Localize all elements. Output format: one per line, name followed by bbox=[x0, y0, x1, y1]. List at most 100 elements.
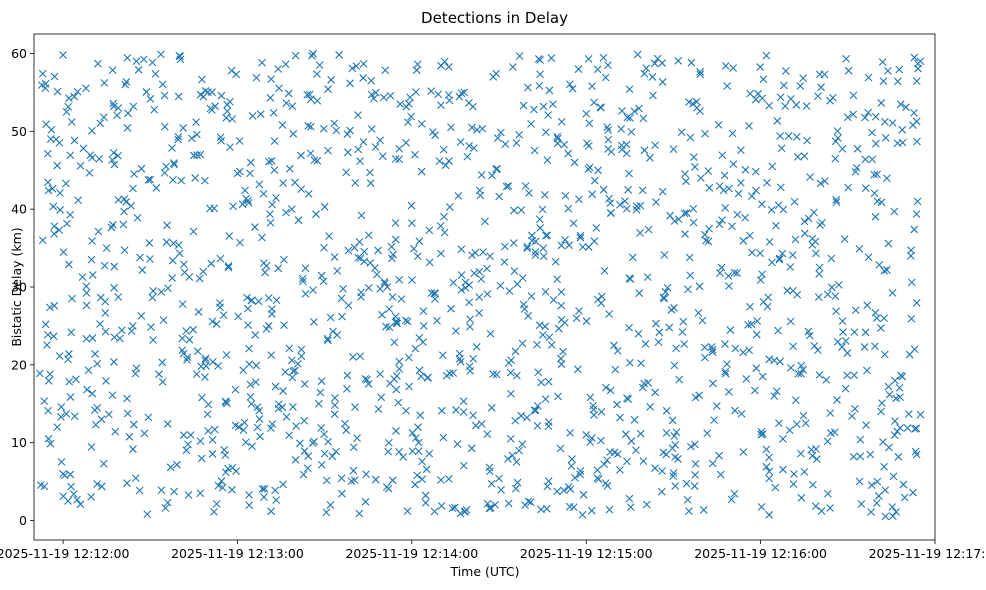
data-point-581 bbox=[860, 343, 869, 351]
data-point-1454 bbox=[544, 418, 553, 427]
data-point-1096 bbox=[799, 411, 808, 420]
data-point-57 bbox=[256, 110, 265, 119]
data-point-912 bbox=[593, 466, 602, 475]
data-point-607 bbox=[807, 445, 816, 454]
data-point-1058 bbox=[543, 231, 552, 240]
data-point-630 bbox=[721, 367, 730, 376]
data-point-1180 bbox=[246, 380, 255, 389]
data-point-546 bbox=[306, 122, 315, 131]
data-point-372 bbox=[671, 482, 680, 490]
data-point-369 bbox=[192, 370, 201, 378]
y-axis-label: Bistatic Delay (km) bbox=[9, 227, 24, 346]
data-point-627 bbox=[174, 133, 183, 141]
data-point-312 bbox=[337, 294, 346, 303]
data-point-592 bbox=[757, 503, 766, 511]
data-point-1069 bbox=[291, 178, 299, 187]
data-point-1403 bbox=[762, 445, 771, 454]
data-point-815 bbox=[523, 244, 531, 253]
data-point-256 bbox=[408, 447, 417, 456]
data-point-973 bbox=[815, 263, 824, 272]
data-point-723 bbox=[278, 121, 287, 129]
data-point-365 bbox=[725, 282, 733, 290]
data-point-151 bbox=[803, 136, 812, 145]
data-point-318 bbox=[418, 457, 426, 466]
data-point-950 bbox=[127, 201, 135, 210]
data-point-666 bbox=[289, 402, 297, 411]
data-point-1145 bbox=[759, 297, 768, 306]
y-tick-label-6: 60 bbox=[11, 46, 27, 61]
data-point-1370 bbox=[380, 279, 389, 288]
data-point-99 bbox=[500, 242, 509, 251]
data-point-51 bbox=[221, 468, 230, 477]
data-point-1097 bbox=[459, 461, 468, 470]
data-point-337 bbox=[596, 436, 605, 445]
data-point-175 bbox=[496, 281, 505, 290]
data-point-1265 bbox=[57, 403, 66, 411]
data-point-68 bbox=[320, 202, 329, 211]
data-point-561 bbox=[445, 369, 454, 378]
data-point-724 bbox=[778, 249, 787, 258]
data-point-94 bbox=[471, 421, 480, 430]
data-point-1237 bbox=[245, 501, 254, 510]
data-point-547 bbox=[351, 403, 359, 412]
data-point-86 bbox=[425, 449, 434, 458]
data-point-128 bbox=[669, 145, 678, 154]
data-point-1336 bbox=[363, 375, 371, 384]
data-point-178 bbox=[222, 113, 231, 122]
data-point-911 bbox=[66, 210, 75, 219]
data-point-683 bbox=[557, 301, 566, 310]
data-point-1498 bbox=[877, 407, 885, 416]
data-point-186 bbox=[241, 438, 250, 447]
data-point-45 bbox=[189, 151, 198, 160]
data-point-1304 bbox=[586, 393, 595, 402]
data-point-1108 bbox=[132, 57, 141, 66]
data-point-1195 bbox=[721, 369, 730, 378]
data-point-248 bbox=[512, 458, 521, 466]
data-point-33 bbox=[128, 322, 137, 330]
data-point-1248 bbox=[406, 93, 414, 102]
data-point-56 bbox=[251, 223, 259, 231]
data-point-399 bbox=[148, 293, 157, 302]
data-point-1396 bbox=[485, 467, 494, 476]
data-point-975 bbox=[910, 108, 918, 117]
data-point-906 bbox=[742, 375, 751, 383]
data-point-205 bbox=[741, 165, 750, 174]
data-point-876 bbox=[217, 477, 226, 485]
data-point-443 bbox=[173, 460, 181, 469]
data-point-769 bbox=[510, 206, 518, 215]
data-point-1074 bbox=[765, 453, 774, 462]
data-point-1212 bbox=[465, 99, 473, 107]
data-point-1391 bbox=[274, 404, 283, 413]
data-point-1197 bbox=[524, 189, 533, 197]
data-point-893 bbox=[582, 317, 591, 326]
data-point-806 bbox=[440, 228, 449, 237]
data-point-149 bbox=[791, 235, 800, 244]
data-point-1007 bbox=[519, 300, 528, 309]
data-point-1406 bbox=[802, 102, 811, 110]
data-point-886 bbox=[338, 489, 346, 498]
data-point-874 bbox=[163, 221, 171, 230]
data-point-375 bbox=[309, 49, 317, 58]
data-point-483 bbox=[299, 470, 308, 479]
data-point-39 bbox=[160, 122, 169, 131]
data-point-839 bbox=[662, 450, 671, 459]
data-point-545 bbox=[861, 184, 870, 193]
data-point-555 bbox=[838, 317, 847, 326]
data-point-403 bbox=[689, 218, 698, 227]
data-point-1229 bbox=[244, 321, 252, 329]
data-point-1177 bbox=[123, 409, 132, 418]
data-point-831 bbox=[449, 278, 458, 287]
data-point-509 bbox=[438, 351, 447, 360]
data-point-276 bbox=[42, 120, 50, 129]
data-point-1258 bbox=[682, 177, 690, 186]
data-point-1006 bbox=[670, 361, 679, 370]
data-point-1039 bbox=[272, 296, 281, 305]
data-point-914 bbox=[55, 352, 64, 361]
data-point-995 bbox=[898, 138, 907, 147]
data-point-358 bbox=[297, 345, 306, 354]
data-point-1207 bbox=[78, 273, 87, 282]
data-point-1381 bbox=[152, 184, 161, 192]
data-point-1303 bbox=[701, 129, 709, 138]
data-point-1444 bbox=[556, 354, 565, 363]
